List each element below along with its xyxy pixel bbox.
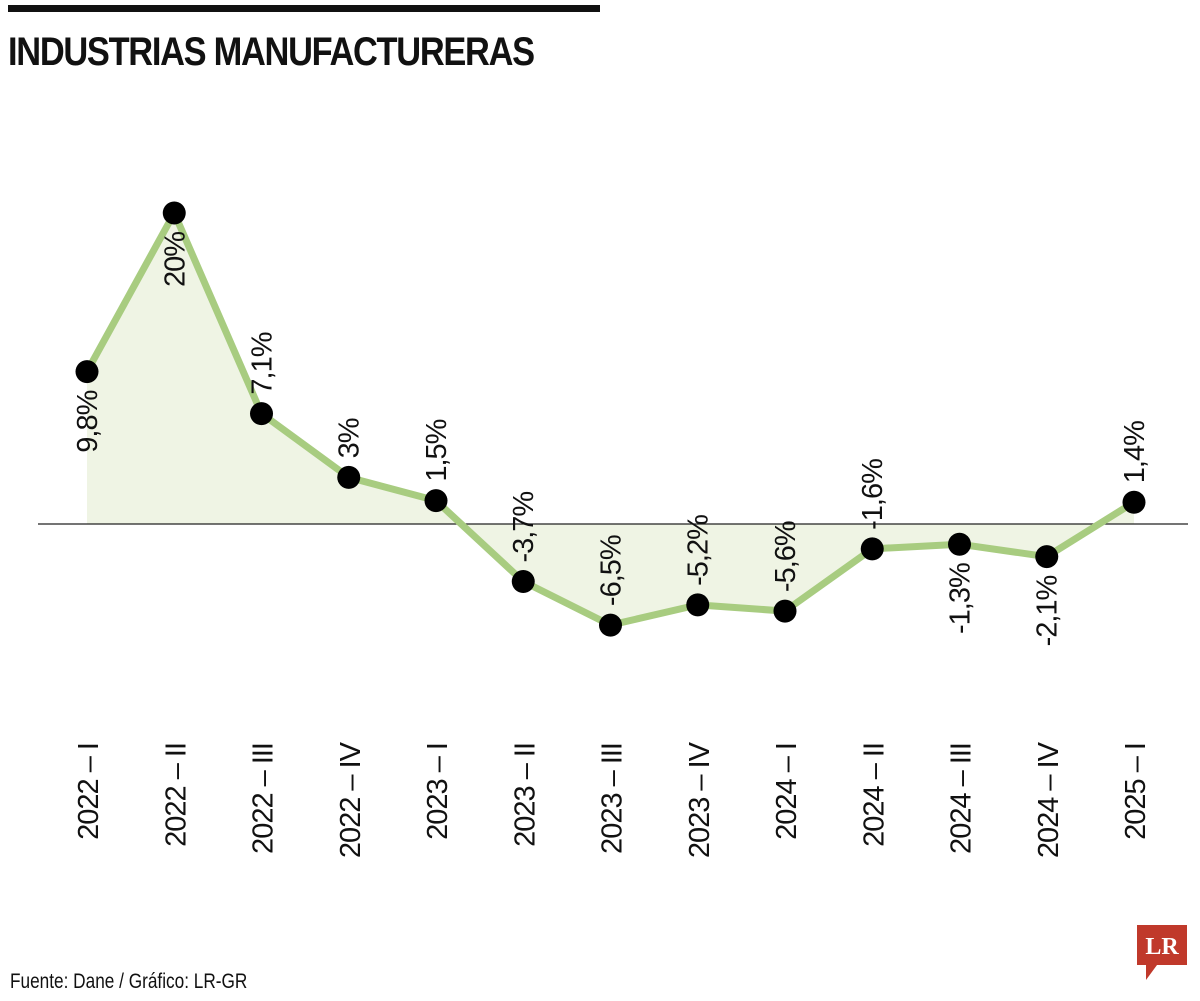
data-label: 3% <box>334 418 366 458</box>
data-label: -1,6% <box>857 459 889 530</box>
category-label: 2024 – II <box>858 743 890 847</box>
category-label: 2022 – II <box>160 743 192 847</box>
data-point <box>773 599 797 623</box>
category-label: 2023 – IV <box>684 741 716 858</box>
category-label: 2024 – IV <box>1033 741 1065 858</box>
category-label: 2023 – I <box>422 743 454 840</box>
category-label: 2023 – III <box>597 743 629 854</box>
logo-text: LR <box>1145 934 1179 960</box>
data-label: 20% <box>159 232 191 287</box>
data-label: -5,2% <box>683 515 715 586</box>
category-label: 2024 – III <box>946 743 978 854</box>
category-label: 2022 – I <box>73 743 105 840</box>
category-label: 2022 – III <box>248 743 280 854</box>
category-label: 2025 – I <box>1120 743 1152 840</box>
data-label: -3,7% <box>508 492 540 563</box>
data-point <box>1035 545 1059 569</box>
area-fill <box>87 213 1134 626</box>
data-label: 1,4% <box>1119 421 1151 483</box>
data-point <box>511 570 535 594</box>
source-note: Fuente: Dane / Gráfico: LR-GR <box>10 970 248 993</box>
data-point <box>162 201 186 225</box>
data-label: 1,5% <box>421 419 453 481</box>
category-label: 2022 – IV <box>335 741 367 858</box>
data-point <box>686 593 710 617</box>
category-label: 2023 – II <box>509 743 541 847</box>
data-label: -6,5% <box>596 535 628 606</box>
data-point <box>424 489 448 513</box>
data-label: 9,8% <box>72 390 104 452</box>
logo-shape <box>1137 925 1187 980</box>
data-label: -5,6% <box>770 521 802 592</box>
data-point <box>1122 490 1146 514</box>
data-point <box>948 532 971 556</box>
data-point <box>250 402 273 426</box>
data-label: -2,1% <box>1032 575 1064 646</box>
data-point <box>599 613 622 637</box>
top-rule <box>8 5 600 12</box>
chart-title: INDUSTRIAS MANUFACTURERAS <box>8 30 535 74</box>
data-label: -1,3% <box>945 563 977 634</box>
data-label: 7,1% <box>247 332 279 394</box>
data-point <box>860 537 884 561</box>
lr-logo: LR <box>1137 925 1187 980</box>
category-label: 2024 – I <box>771 743 803 840</box>
data-point <box>337 465 361 489</box>
data-point <box>75 360 99 384</box>
